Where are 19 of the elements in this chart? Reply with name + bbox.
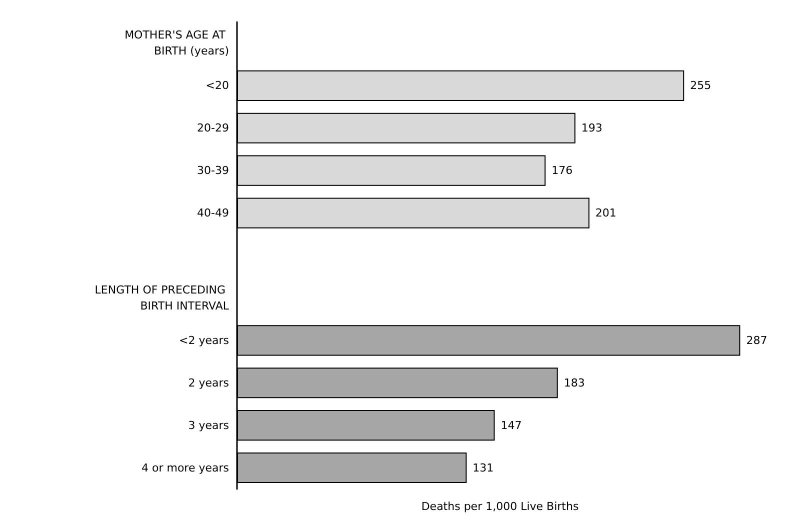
y-tick-label: 30-39 — [197, 164, 229, 178]
data-label: 201 — [595, 206, 616, 220]
data-label: 147 — [500, 418, 522, 432]
data-label: 287 — [746, 334, 768, 347]
y-tick-label: <2 years — [179, 334, 230, 347]
data-label: 131 — [472, 461, 494, 474]
y-tick-label: 3 years — [188, 418, 230, 432]
data-label: 183 — [564, 376, 585, 390]
data-label: 176 — [552, 164, 573, 178]
y-tick-label: 40-49 — [197, 206, 229, 220]
x-axis-title: Deaths per 1,000 Live Births — [421, 500, 579, 513]
y-tick-label: MOTHER'S AGE AT BIRTH (years) — [124, 28, 229, 58]
y-tick-label: 20-29 — [197, 122, 229, 135]
y-tick-label: LENGTH OF PRECEDING BIRTH INTERVAL — [94, 283, 230, 312]
data-label: 193 — [581, 122, 602, 135]
y-tick-label: <20 — [206, 79, 229, 92]
y-tick-label: 4 or more years — [141, 461, 230, 474]
data-label: 255 — [690, 79, 712, 92]
y-tick-label: 2 years — [188, 376, 230, 390]
